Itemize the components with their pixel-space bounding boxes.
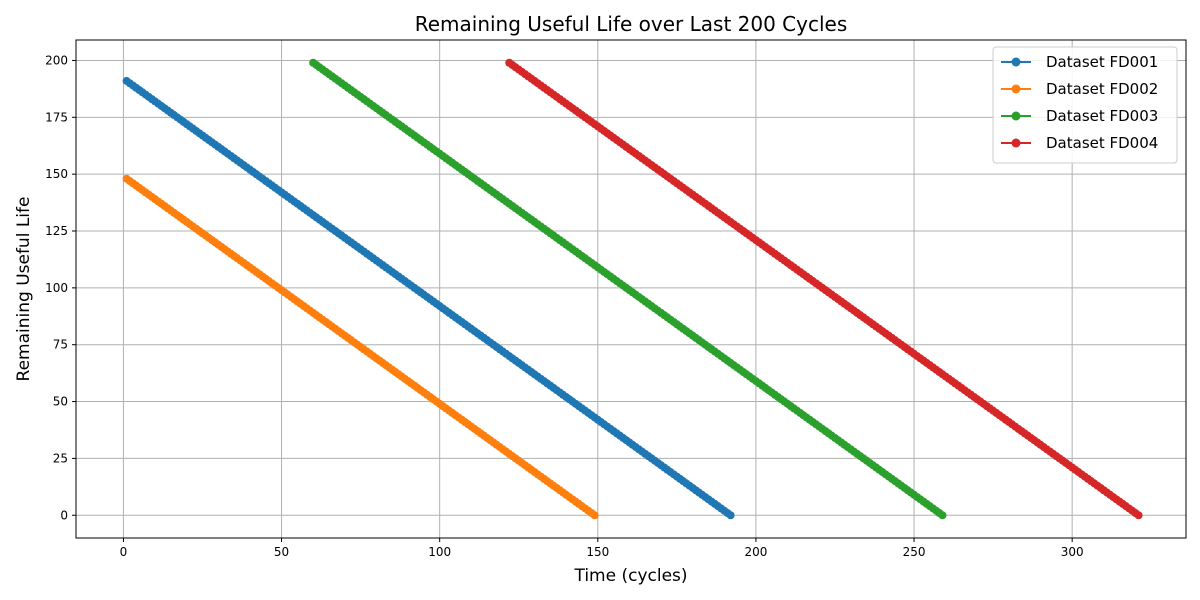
legend-label: Dataset FD003 [1046,107,1158,125]
legend-label: Dataset FD004 [1046,134,1158,152]
data-point [938,511,947,520]
series-1 [122,76,735,520]
series-4 [505,58,1143,520]
legend-item: Dataset FD002 [1001,80,1158,98]
y-tick-label: 75 [53,338,68,352]
y-tick-label: 100 [45,281,68,295]
legend-label: Dataset FD001 [1046,53,1158,71]
series-layer [122,58,1143,520]
x-tick-label: 100 [428,545,451,559]
legend-marker [1011,84,1021,94]
x-axis-ticks: 0 50 100 150 200 250 300 [120,538,1084,559]
y-tick-label: 125 [45,224,68,238]
legend-item: Dataset FD001 [1001,53,1158,71]
chart-title: Remaining Useful Life over Last 200 Cycl… [415,12,848,36]
legend-marker [1011,57,1021,67]
y-tick-label: 150 [45,167,68,181]
x-axis-label: Time (cycles) [573,566,687,586]
x-tick-label: 150 [586,545,609,559]
x-tick-label: 200 [744,545,767,559]
legend-item: Dataset FD003 [1001,107,1158,125]
legend-marker [1011,138,1021,148]
legend-marker [1011,111,1021,121]
y-tick-label: 50 [53,395,68,409]
x-tick-label: 0 [120,545,128,559]
x-tick-label: 300 [1061,545,1084,559]
y-tick-label: 0 [60,508,68,522]
data-point [590,511,599,520]
legend-box [992,46,1178,164]
y-tick-label: 200 [45,53,68,67]
series-3 [309,58,947,520]
series-2 [122,174,599,520]
y-axis-ticks: 0 25 50 75 100 125 150 175 200 [45,53,76,522]
legend: Dataset FD001 Dataset FD002 Dataset FD003 D… [992,46,1178,164]
plot-frame [75,39,1187,539]
x-tick-label: 250 [903,545,926,559]
data-point [1134,511,1143,520]
y-tick-label: 25 [53,451,68,465]
y-tick-label: 175 [45,110,68,124]
y-axis-label: Remaining Useful Life [14,197,34,382]
x-tick-label: 50 [274,545,289,559]
legend-item: Dataset FD004 [1001,134,1158,152]
grid-lines [76,40,1186,538]
data-point [726,511,735,520]
legend-label: Dataset FD002 [1046,80,1158,98]
